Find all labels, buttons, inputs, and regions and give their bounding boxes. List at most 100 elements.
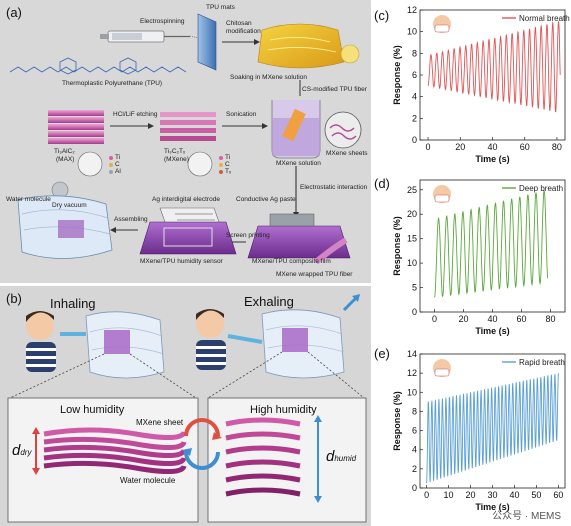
text-water-molecule-a: Water molecule [6, 196, 51, 203]
tpu-molecule-icon [9, 57, 187, 75]
y-tick-label: 2 [412, 113, 417, 123]
panel-a-illustration [9, 13, 362, 265]
watermark: 公众号 · MEMS [492, 511, 561, 522]
label-d-dry: ddry [12, 442, 31, 459]
legend-label: Deep breath [519, 184, 563, 193]
x-axis-title: Time (s) [475, 502, 509, 512]
y-tick-label: 8 [412, 48, 417, 58]
person-inhaling-icon [26, 311, 56, 372]
x-tick-label: 40 [487, 142, 497, 152]
y-tick-label: 6 [412, 70, 417, 80]
mask-icon [434, 24, 450, 33]
low-humidity-box [7, 397, 199, 523]
y-tick-label: 10 [407, 258, 417, 268]
max-phase-stack-icon [48, 110, 104, 144]
text-ag-electrode: Ag interdigital electrode [152, 196, 220, 203]
x-tick-label: 60 [553, 490, 563, 500]
panel-e-label: (e) [374, 346, 390, 361]
panel-d-label: (d) [374, 176, 390, 191]
text-inhaling: Inhaling [50, 296, 96, 311]
y-tick-label: 8 [412, 406, 417, 416]
legend-ti-right: Ti [225, 154, 231, 161]
series-line [426, 373, 559, 484]
x-axis-title: Time (s) [475, 326, 509, 336]
composite-film-icon [247, 213, 351, 259]
text-tpu-mats: TPU mats [206, 4, 235, 11]
y-tick-label: 4 [412, 445, 417, 455]
text-sonication: Sonication [226, 111, 257, 118]
text-electrostatic: Electrostatic interaction [300, 184, 368, 191]
y-tick-label: 0 [412, 483, 417, 493]
series-line [427, 21, 561, 113]
legend-label: Rapid breath [519, 358, 565, 367]
text-wrapped-fiber: MXene wrapped TPU fiber [276, 271, 353, 278]
y-tick-label: 6 [412, 426, 417, 436]
y-tick-label: 12 [407, 368, 417, 378]
text-sensor: MXene/TPU humidity sensor [140, 258, 223, 265]
y-axis-title: Response (%) [392, 216, 402, 276]
x-tick-label: 20 [455, 142, 465, 152]
text-chitosan: Chitosan [226, 20, 252, 27]
d-humid-subscript: humid [334, 454, 357, 463]
beaker-icon [271, 100, 321, 159]
text-exhaling: Exhaling [244, 294, 294, 309]
swap-cycle-icon [182, 418, 222, 470]
x-tick-label: 0 [424, 490, 429, 500]
x-tick-label: 40 [487, 314, 497, 324]
legend-tx-right: Tₓ [225, 168, 232, 175]
text-conductive-ag: Conductive Ag paste [236, 196, 296, 203]
series-line [434, 190, 549, 298]
d-dry-subscript: dry [20, 448, 32, 457]
mask-right-icon [261, 309, 345, 379]
y-axis-title: Response (%) [392, 391, 402, 451]
legend-al-left: Al [115, 168, 121, 175]
text-cs-fiber: CS-modified TPU fiber [302, 86, 367, 93]
text-soaking: Soaking in MXene solution [230, 74, 307, 81]
x-tick-label: 30 [487, 490, 497, 500]
x-tick-label: 50 [531, 490, 541, 500]
face-mask-icon [433, 15, 451, 33]
panel-b-illustration [7, 294, 367, 523]
cs-tpu-mat-icon [257, 23, 360, 69]
person-exhaling-icon [196, 309, 226, 370]
legend-label: Normal breath [519, 14, 570, 23]
y-tick-label: 12 [407, 5, 417, 15]
text-tpu-name: Thermoplastic Polyurethane (TPU) [62, 80, 163, 87]
y-tick-label: 10 [407, 27, 417, 37]
high-humidity-box [207, 397, 367, 523]
x-tick-label: 60 [516, 314, 526, 324]
x-tick-label: 0 [432, 314, 437, 324]
x-tick-label: 80 [552, 142, 562, 152]
mxene-layers-humid [225, 417, 301, 497]
atom-legend-right [219, 156, 223, 174]
x-tick-label: 20 [458, 314, 468, 324]
y-tick-label: 0 [412, 307, 417, 317]
text-assembling: Assembling [114, 216, 148, 223]
text-max-name: Ti₃AlC₂ [54, 148, 75, 155]
face-mask-icon [433, 359, 451, 377]
mask-icon [434, 194, 450, 203]
panel-a-label: (a) [6, 5, 22, 20]
text-mxene-name: Ti₃C₂Tₓ [164, 148, 186, 155]
text-low-humidity: Low humidity [60, 404, 125, 416]
x-tick-label: 40 [509, 490, 519, 500]
legend-c-right: C [225, 161, 230, 168]
y-tick-label: 4 [412, 92, 417, 102]
panel-b-breathing-mechanism: (b) Inhaling Exhaling Low humidity High … [0, 286, 371, 526]
x-axis-title: Time (s) [475, 154, 509, 164]
text-hcl-lif: HCl/LiF etching [113, 111, 158, 118]
syringe-icon [100, 30, 190, 43]
panel-c-label: (c) [374, 8, 390, 23]
text-modification: modification [226, 28, 261, 35]
d-dry-symbol: d [12, 442, 21, 459]
atom-legend-left [109, 156, 113, 174]
max-crystal-icon [77, 151, 103, 177]
x-tick-label: 20 [466, 490, 476, 500]
text-high-humidity: High humidity [250, 404, 317, 416]
tpu-mat-icon [189, 13, 217, 71]
text-max-sub: (MAX) [56, 156, 75, 163]
mask-left-icon [85, 311, 165, 379]
panel-b-label: (b) [6, 291, 22, 306]
mxene-stack-icon [160, 112, 216, 141]
